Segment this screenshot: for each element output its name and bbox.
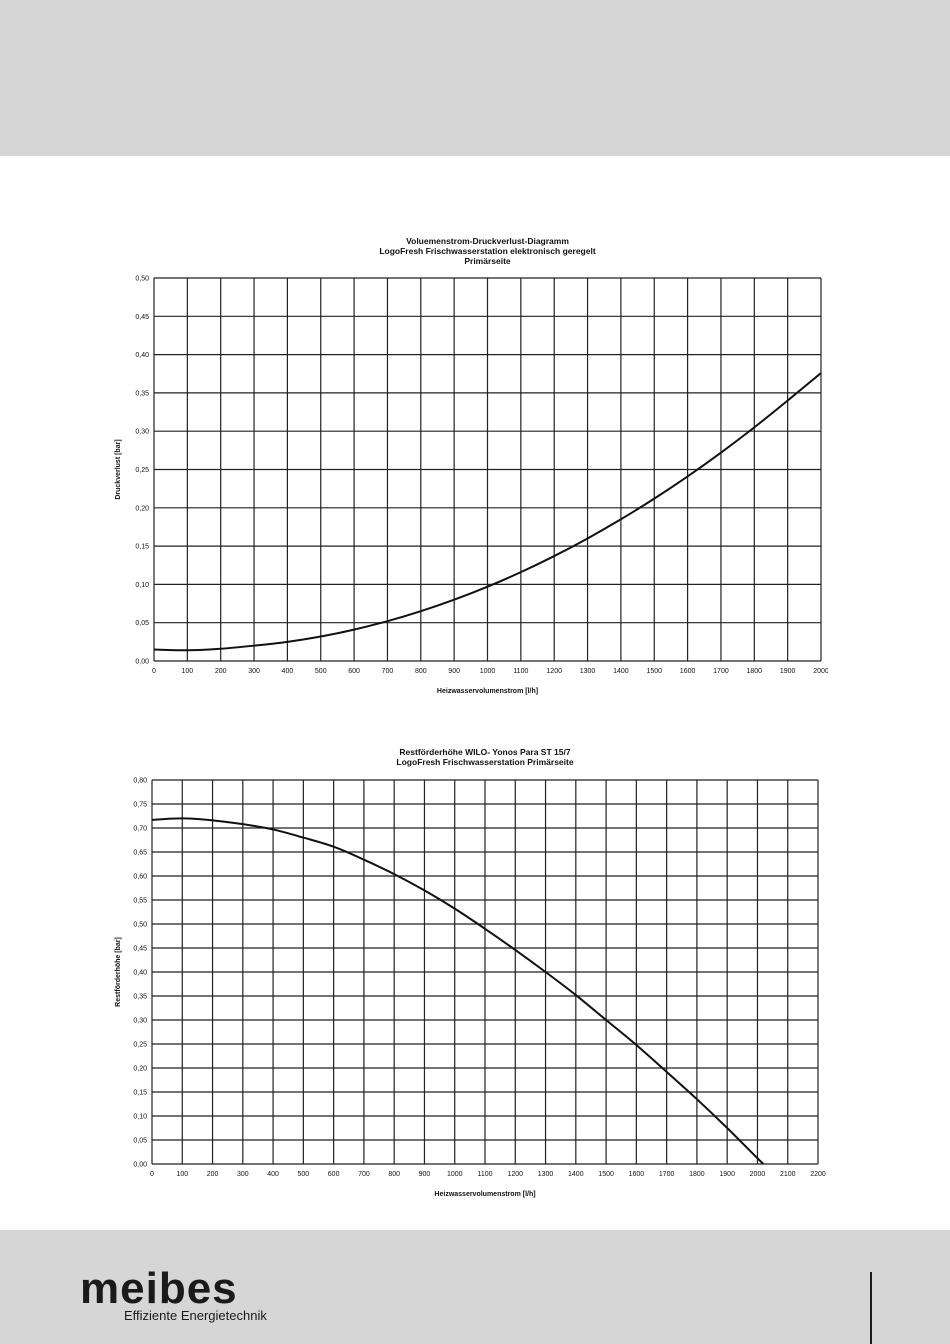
y-tick-label: 0,60 bbox=[133, 874, 147, 881]
chart-subtitle: LogoFresh Frischwasserstation elektronis… bbox=[379, 246, 596, 256]
y-tick-label: 0,25 bbox=[133, 1042, 147, 1049]
x-tick-label: 1100 bbox=[477, 1171, 492, 1178]
y-tick-label: 0,15 bbox=[135, 544, 149, 551]
y-tick-label: 0,50 bbox=[135, 276, 149, 283]
x-tick-label: 1500 bbox=[646, 668, 662, 675]
chart-title: Restförderhöhe WILO- Yonos Para ST 15/7 bbox=[399, 747, 570, 757]
x-tick-label: 300 bbox=[248, 668, 260, 675]
x-tick-label: 1500 bbox=[598, 1171, 614, 1178]
x-tick-label: 1200 bbox=[546, 668, 562, 675]
x-tick-label: 2100 bbox=[780, 1171, 796, 1178]
x-axis-label: Heizwasservolumenstrom [l/h] bbox=[437, 688, 538, 695]
y-tick-label: 0,30 bbox=[133, 1018, 147, 1025]
footer-divider bbox=[870, 1272, 872, 1344]
y-tick-label: 0,30 bbox=[135, 429, 149, 436]
x-tick-label: 1900 bbox=[780, 668, 796, 675]
chart-subtitle: LogoFresh Frischwasserstation Primärseit… bbox=[396, 757, 573, 767]
x-tick-label: 200 bbox=[207, 1171, 219, 1178]
series-line bbox=[153, 372, 822, 652]
x-tick-label: 0 bbox=[150, 1171, 154, 1178]
y-tick-label: 0,10 bbox=[133, 1114, 147, 1121]
y-tick-label: 0,45 bbox=[135, 314, 149, 321]
x-tick-label: 800 bbox=[388, 1171, 400, 1178]
y-tick-label: 0,80 bbox=[133, 778, 147, 785]
y-tick-label: 0,70 bbox=[133, 826, 147, 833]
x-tick-label: 1000 bbox=[447, 1171, 463, 1178]
x-tick-label: 1600 bbox=[629, 1171, 645, 1178]
x-tick-label: 500 bbox=[315, 668, 327, 675]
x-tick-label: 100 bbox=[182, 668, 194, 675]
x-tick-label: 900 bbox=[448, 668, 460, 675]
y-tick-label: 0,50 bbox=[133, 922, 147, 929]
y-axis-label: Restförderhöhe [bar] bbox=[115, 937, 122, 1007]
x-tick-label: 1400 bbox=[568, 1171, 584, 1178]
y-axis-label: Druckverlust [bar] bbox=[115, 439, 122, 499]
x-tick-label: 1700 bbox=[659, 1171, 675, 1178]
y-tick-label: 0,40 bbox=[133, 970, 147, 977]
x-tick-label: 400 bbox=[267, 1171, 279, 1178]
x-tick-label: 600 bbox=[348, 668, 360, 675]
y-tick-label: 0,20 bbox=[133, 1066, 147, 1073]
x-tick-label: 800 bbox=[415, 668, 427, 675]
residual-head-chart-svg: Restförderhöhe WILO- Yonos Para ST 15/7L… bbox=[115, 747, 826, 1198]
x-tick-label: 500 bbox=[298, 1171, 310, 1178]
x-tick-label: 0 bbox=[152, 668, 156, 675]
x-tick-label: 700 bbox=[382, 668, 394, 675]
x-tick-label: 1700 bbox=[713, 668, 729, 675]
x-tick-label: 1800 bbox=[689, 1171, 705, 1178]
y-tick-label: 0,05 bbox=[133, 1138, 147, 1145]
x-tick-label: 1000 bbox=[480, 668, 496, 675]
footer-band bbox=[0, 1230, 950, 1344]
meibes-logo: meibes bbox=[80, 1264, 238, 1313]
y-tick-label: 0,35 bbox=[133, 994, 147, 1001]
y-tick-label: 0,00 bbox=[135, 659, 149, 666]
y-tick-label: 0,10 bbox=[135, 582, 149, 589]
y-tick-label: 0,65 bbox=[133, 850, 147, 857]
x-tick-label: 200 bbox=[215, 668, 227, 675]
y-tick-label: 0,45 bbox=[133, 946, 147, 953]
x-tick-label: 300 bbox=[237, 1171, 249, 1178]
y-tick-label: 0,40 bbox=[135, 352, 149, 359]
y-tick-label: 0,35 bbox=[135, 390, 149, 397]
x-tick-label: 400 bbox=[282, 668, 294, 675]
y-tick-label: 0,15 bbox=[133, 1090, 147, 1097]
x-tick-label: 100 bbox=[176, 1171, 188, 1178]
y-tick-label: 0,20 bbox=[135, 505, 149, 512]
header-band bbox=[0, 0, 950, 156]
y-tick-label: 0,05 bbox=[135, 620, 149, 627]
x-tick-label: 1600 bbox=[680, 668, 696, 675]
chart-title: Voluemenstrom-Druckverlust-Diagramm bbox=[406, 236, 569, 246]
x-tick-label: 1100 bbox=[513, 668, 528, 675]
x-tick-label: 2200 bbox=[810, 1171, 826, 1178]
x-tick-label: 1200 bbox=[507, 1171, 523, 1178]
pressure-loss-chart: Voluemenstrom-Druckverlust-Diagramm LogoF… bbox=[106, 228, 829, 713]
x-tick-label: 1300 bbox=[580, 668, 596, 675]
series-line bbox=[151, 817, 765, 1165]
x-tick-label: 1300 bbox=[538, 1171, 554, 1178]
y-tick-label: 0,55 bbox=[133, 898, 147, 905]
x-tick-label: 600 bbox=[328, 1171, 340, 1178]
x-tick-label: 1800 bbox=[747, 668, 763, 675]
x-tick-label: 900 bbox=[419, 1171, 431, 1178]
x-tick-label: 700 bbox=[358, 1171, 370, 1178]
residual-head-chart: Restförderhöhe WILO- Yonos Para ST 15/7 L… bbox=[106, 738, 828, 1216]
x-axis-label: Heizwasservolumenstrom [l/h] bbox=[434, 1191, 535, 1198]
y-tick-label: 0,75 bbox=[133, 802, 147, 809]
x-tick-label: 1900 bbox=[719, 1171, 735, 1178]
x-tick-label: 2000 bbox=[750, 1171, 766, 1178]
x-tick-label: 1400 bbox=[613, 668, 629, 675]
y-tick-label: 0,25 bbox=[135, 467, 149, 474]
pressure-loss-chart-svg: Voluemenstrom-Druckverlust-DiagrammLogoF… bbox=[115, 236, 829, 695]
y-tick-label: 0,00 bbox=[133, 1162, 147, 1169]
chart-subtitle: Primärseite bbox=[464, 256, 511, 266]
x-tick-label: 2000 bbox=[813, 668, 828, 675]
logo-tagline: Effiziente Energietechnik bbox=[124, 1308, 267, 1323]
